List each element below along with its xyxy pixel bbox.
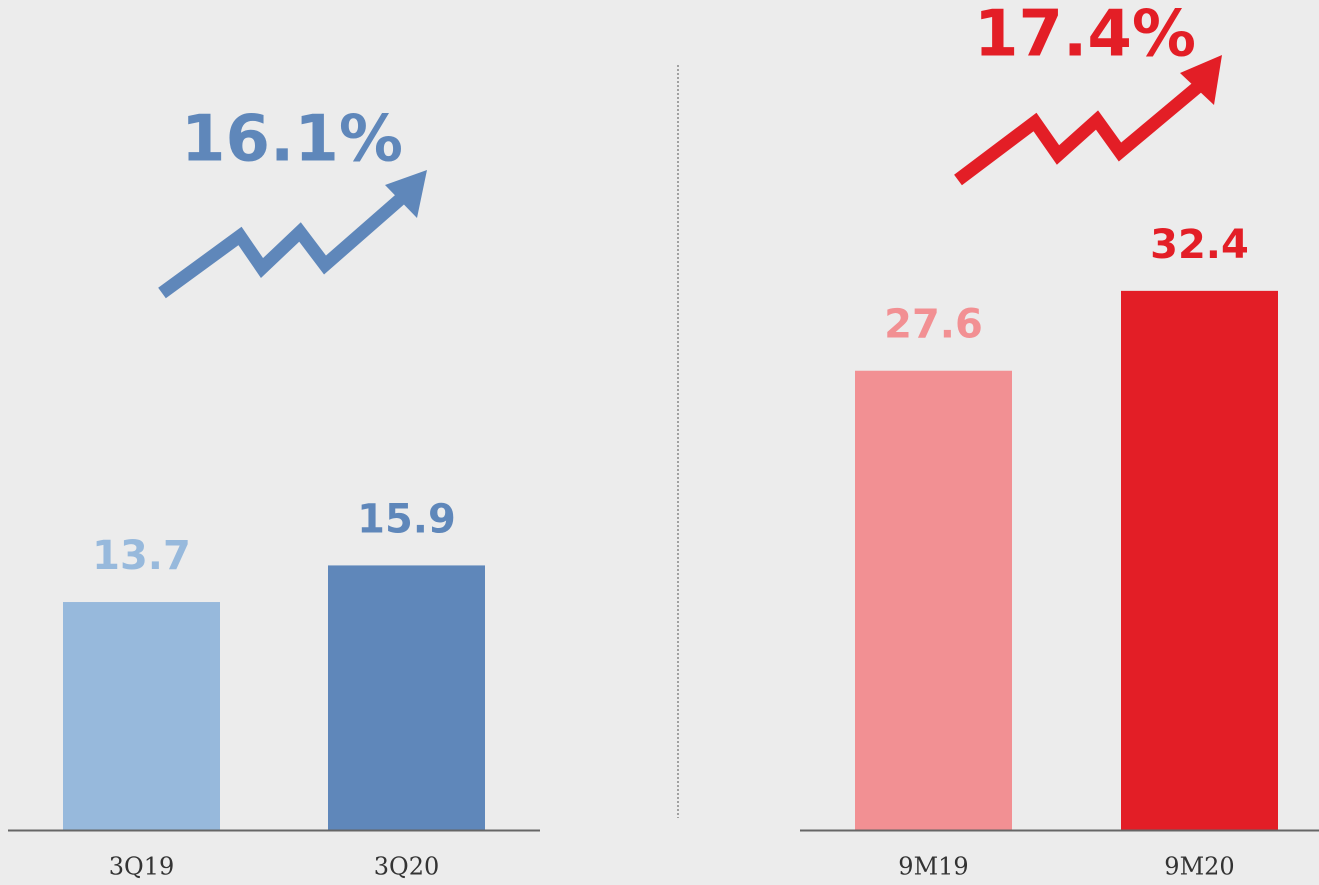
bar (328, 565, 485, 830)
x-tick-label: 9M19 (898, 853, 968, 881)
x-tick-label: 9M20 (1164, 853, 1234, 881)
value-label: 15.9 (357, 496, 456, 542)
growth-label: 17.4% (974, 0, 1196, 72)
bar (1121, 290, 1278, 830)
bar (63, 602, 220, 830)
x-tick-label: 3Q19 (109, 853, 174, 881)
bar (855, 370, 1012, 830)
value-label: 27.6 (884, 302, 983, 348)
growth-arrow (954, 55, 1222, 186)
value-label: 32.4 (1150, 222, 1249, 268)
growth-label: 16.1% (181, 103, 403, 177)
value-label: 13.7 (92, 533, 191, 579)
growth-arrow (158, 170, 427, 299)
x-tick-label: 3Q20 (374, 853, 439, 881)
